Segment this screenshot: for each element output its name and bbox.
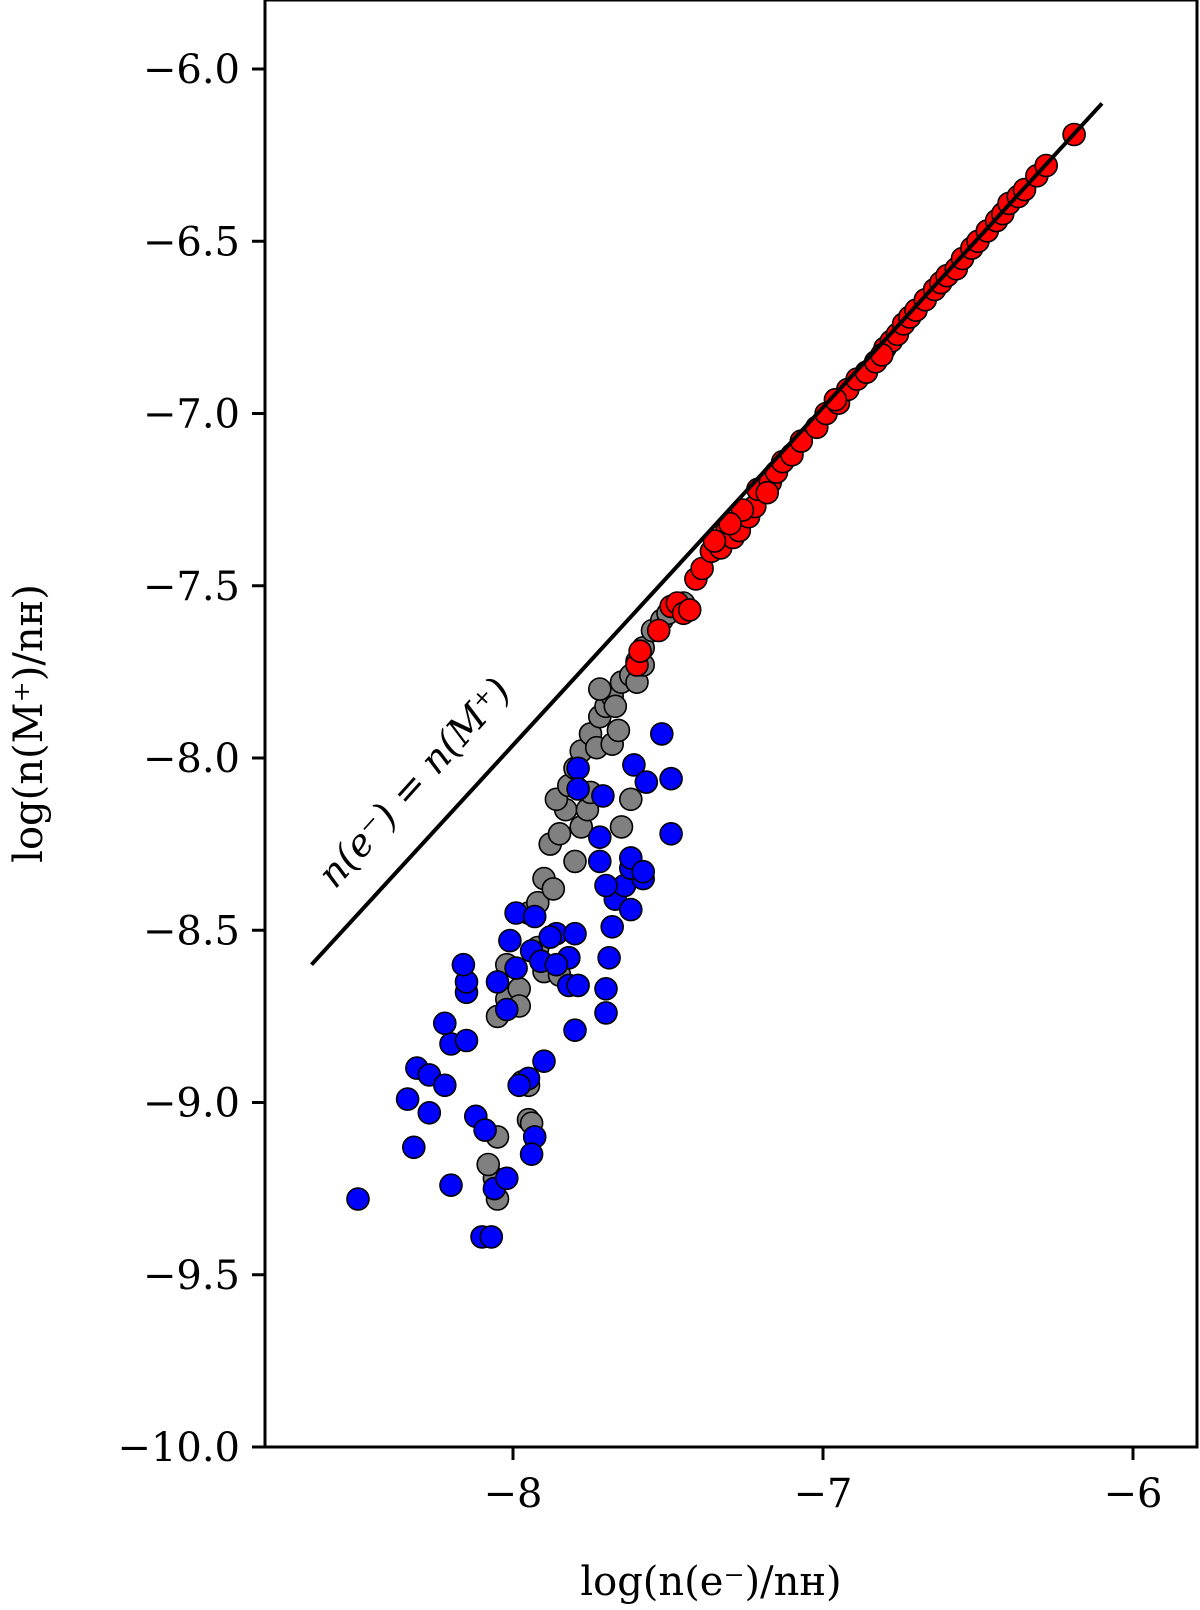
data-point xyxy=(498,928,522,953)
data-point xyxy=(451,952,476,977)
equality-reference-line xyxy=(310,102,1104,967)
y-tick-label: −6.0 xyxy=(143,47,240,93)
data-point xyxy=(622,753,646,777)
y-tick-label: −8.0 xyxy=(143,736,240,782)
data-point xyxy=(544,952,569,977)
y-tick-label: −7.0 xyxy=(143,392,240,438)
data-point xyxy=(547,821,572,846)
data-point xyxy=(646,618,671,643)
data-point xyxy=(566,756,590,781)
data-point xyxy=(591,784,615,808)
data-point xyxy=(522,904,547,929)
y-tick-label: −10.0 xyxy=(117,1425,240,1471)
y-axis-title: log(n(M⁺)/nʜ) xyxy=(6,584,52,863)
data-point xyxy=(439,1173,463,1197)
data-point xyxy=(649,722,674,746)
data-point xyxy=(603,694,628,719)
data-point xyxy=(609,815,634,839)
data-point xyxy=(823,387,848,412)
data-point xyxy=(432,1011,457,1036)
data-point xyxy=(563,849,587,874)
data-point xyxy=(755,480,780,505)
data-point xyxy=(870,343,894,367)
data-point xyxy=(718,511,742,536)
data-point xyxy=(606,718,631,743)
data-point xyxy=(566,973,590,998)
data-point xyxy=(479,1225,504,1249)
data-point xyxy=(519,1142,544,1166)
data-point xyxy=(587,677,612,701)
data-point xyxy=(473,1118,497,1142)
data-point xyxy=(432,1073,457,1098)
data-point xyxy=(417,1101,442,1125)
x-axis-ticks: −8 −7 −6 xyxy=(484,1447,1163,1517)
data-point xyxy=(566,777,590,801)
data-point xyxy=(494,997,519,1022)
plot-frame xyxy=(263,0,1199,1449)
data-point xyxy=(634,770,659,794)
data-point xyxy=(532,1049,556,1073)
data-point xyxy=(346,1187,370,1211)
data-point xyxy=(563,921,587,946)
data-point xyxy=(618,897,643,922)
data-point xyxy=(395,1087,420,1111)
data-point xyxy=(677,598,702,622)
data-point xyxy=(541,877,566,901)
data-point xyxy=(454,1028,479,1053)
y-tick-label: −6.5 xyxy=(143,219,240,265)
equality-line-annotation: n(e⁻) = n(M⁺) xyxy=(309,669,520,896)
data-point xyxy=(504,956,528,980)
data-point xyxy=(494,1166,519,1191)
y-tick-label: −9.0 xyxy=(143,1081,240,1127)
data-points xyxy=(346,122,1086,1249)
data-point xyxy=(594,873,618,898)
y-tick-label: −7.5 xyxy=(143,564,240,610)
data-point xyxy=(507,1073,532,1098)
data-point xyxy=(597,945,621,970)
data-point xyxy=(618,787,643,812)
data-point xyxy=(594,1001,618,1025)
data-point xyxy=(594,976,618,1001)
y-axis-ticks: −10.0 −9.5 −9.0 −8.5 −8.0 −7.5 −7.0 −6.5 −6.0 xyxy=(117,47,265,1471)
data-point xyxy=(401,1135,426,1160)
data-point xyxy=(702,529,727,553)
data-point xyxy=(631,859,656,884)
data-point xyxy=(563,1018,587,1042)
data-point xyxy=(538,925,563,949)
data-point xyxy=(600,914,625,939)
data-point xyxy=(587,825,612,850)
y-tick-label: −8.5 xyxy=(143,908,240,954)
x-axis-title: log(n(e⁻)/nʜ) xyxy=(580,1559,841,1605)
data-point xyxy=(659,766,683,791)
data-point xyxy=(587,849,612,874)
data-point xyxy=(628,639,652,664)
data-point xyxy=(659,821,683,846)
x-tick-label: −7 xyxy=(794,1471,853,1517)
data-point xyxy=(476,1152,501,1177)
y-tick-label: −9.5 xyxy=(143,1253,240,1299)
x-tick-label: −6 xyxy=(1104,1471,1163,1517)
x-tick-label: −8 xyxy=(484,1471,543,1517)
data-point xyxy=(485,970,510,994)
